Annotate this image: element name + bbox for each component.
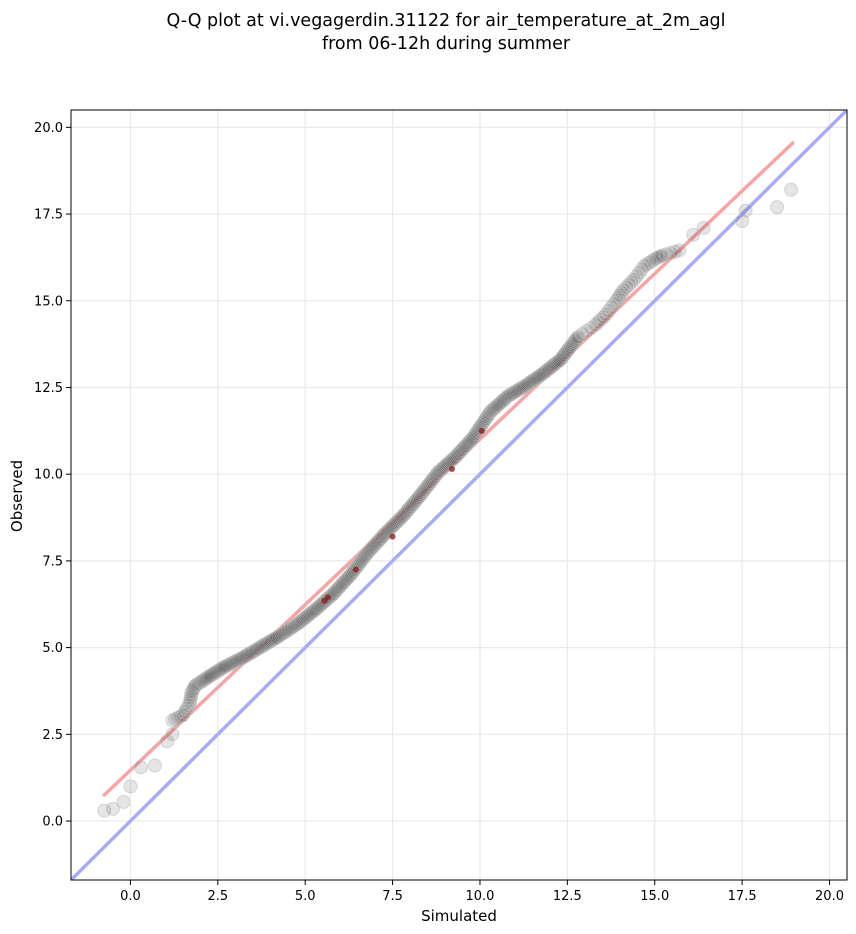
- qq-point: [784, 182, 799, 197]
- x-tick-label: 12.5: [553, 889, 582, 904]
- identity-line: [71, 110, 847, 880]
- x-tick-label: 5.0: [295, 889, 316, 904]
- highlight-points: [321, 427, 485, 604]
- qq-point: [696, 220, 711, 235]
- y-tick-label: 15.0: [34, 294, 63, 309]
- y-tick-label: 20.0: [34, 121, 63, 136]
- x-tick-label: 20.0: [815, 889, 844, 904]
- y-tick-label: 10.0: [34, 468, 63, 483]
- chart-title-line-1: Q-Q plot at vi.vegagerdin.31122 for air_…: [166, 11, 725, 31]
- qq-point: [735, 213, 750, 228]
- quantile-points: [97, 182, 799, 818]
- x-tick-label: 0.0: [120, 889, 141, 904]
- highlight-point: [389, 533, 396, 540]
- y-tick-label: 12.5: [34, 381, 63, 396]
- qq-point: [116, 794, 131, 809]
- y-axis-ticks: 0.0 2.5 5.0 7.5 10.0 12.5 15.0 17.5 20.0: [34, 121, 71, 830]
- grid-lines: [71, 110, 847, 880]
- highlight-point: [478, 427, 485, 434]
- qq-point: [738, 203, 753, 218]
- plot-area: [71, 110, 847, 880]
- highlight-point: [449, 465, 456, 472]
- qq-point: [160, 734, 175, 749]
- x-tick-label: 2.5: [207, 889, 228, 904]
- qq-point: [97, 803, 112, 818]
- x-tick-label: 10.0: [465, 889, 494, 904]
- qq-point: [133, 760, 148, 775]
- axes-frame: [70, 109, 848, 881]
- y-tick-label: 0.0: [42, 815, 63, 830]
- qq-point: [672, 243, 687, 258]
- qq-point: [593, 312, 608, 327]
- highlight-point: [324, 594, 331, 601]
- y-tick-label: 5.0: [42, 641, 63, 656]
- qq-point: [123, 779, 138, 794]
- y-axis-label: Observed: [8, 460, 26, 532]
- qq-point: [621, 278, 636, 293]
- qq-point: [686, 227, 701, 242]
- qq-point: [165, 727, 180, 742]
- y-tick-label: 2.5: [42, 728, 63, 743]
- qq-point: [105, 801, 120, 816]
- x-axis-label: Simulated: [421, 907, 497, 925]
- qq-point: [147, 758, 162, 773]
- x-tick-label: 17.5: [728, 889, 757, 904]
- y-tick-label: 7.5: [42, 554, 63, 569]
- x-tick-label: 7.5: [382, 889, 403, 904]
- y-tick-label: 17.5: [34, 208, 63, 223]
- x-axis-ticks: 0.0 2.5 5.0 7.5 10.0 12.5 15.0 17.5 20.0: [120, 880, 844, 904]
- chart-title: Q-Q plot at vi.vegagerdin.31122 for air_…: [166, 11, 725, 54]
- highlight-point: [352, 566, 359, 573]
- x-tick-label: 15.0: [640, 889, 669, 904]
- chart-title-line-2: from 06-12h during summer: [322, 34, 571, 54]
- qq-point: [770, 200, 785, 215]
